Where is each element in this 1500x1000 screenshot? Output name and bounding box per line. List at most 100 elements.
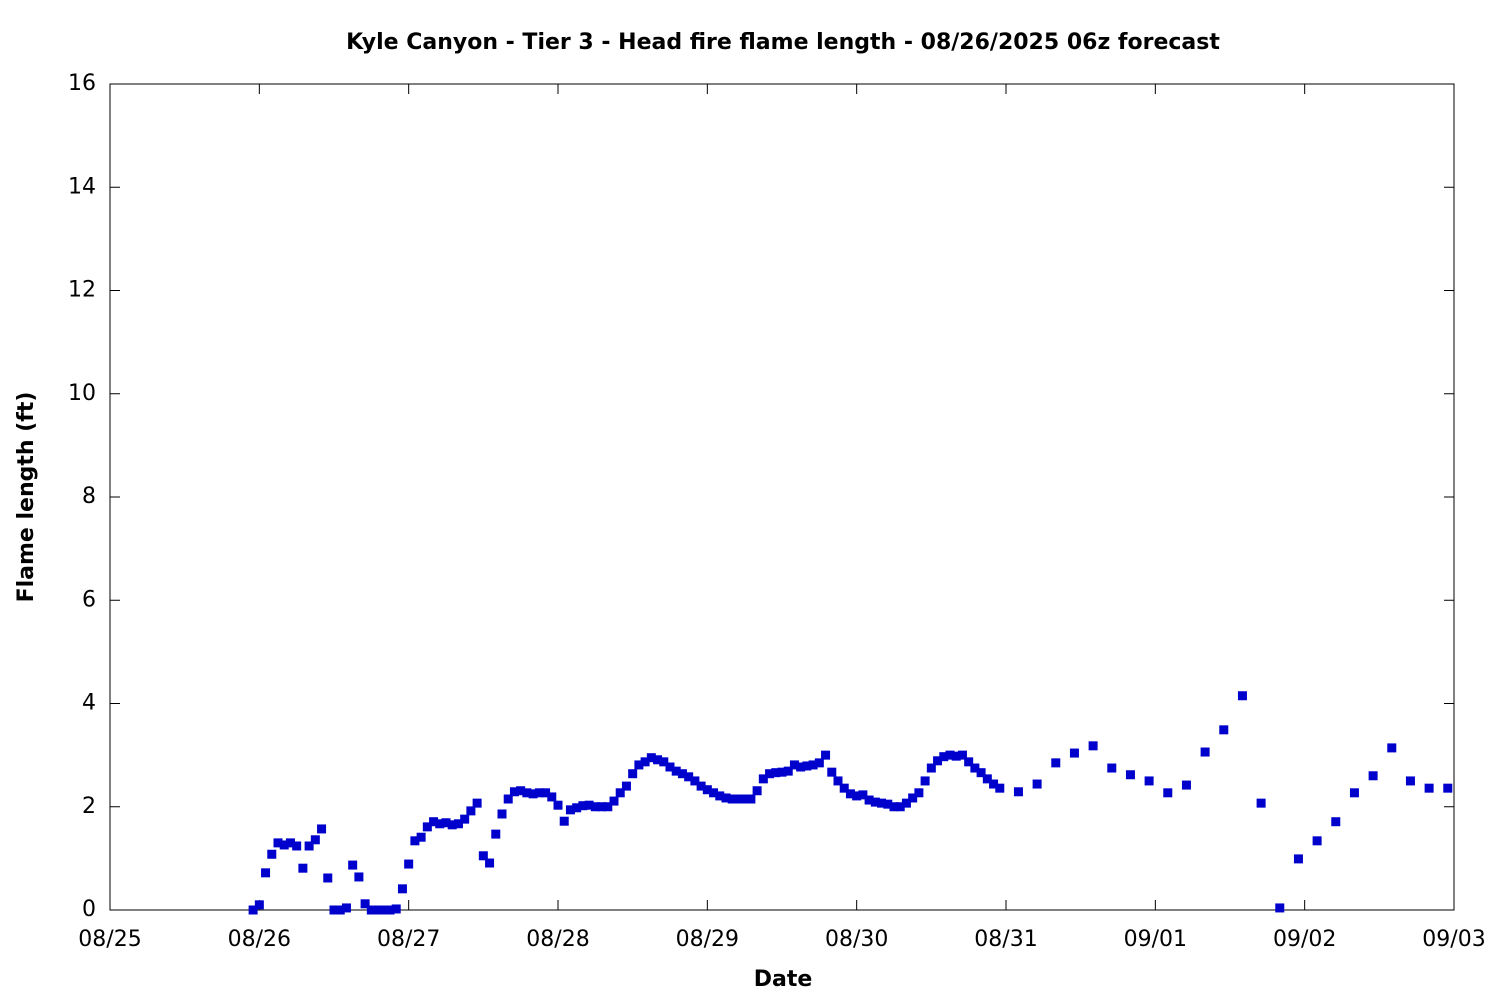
point [410, 836, 420, 846]
point [901, 798, 911, 808]
x-tick-label: 08/28 [526, 927, 589, 952]
point [292, 841, 302, 851]
point [304, 841, 314, 851]
point [621, 781, 631, 791]
point [814, 758, 824, 768]
point [472, 798, 482, 808]
point [945, 750, 955, 760]
chart-title: Kyle Canyon - Tier 3 - Head fire flame l… [346, 30, 1220, 55]
point [310, 835, 320, 845]
point [883, 799, 893, 809]
point [429, 817, 439, 827]
point [821, 750, 831, 760]
x-tick-label: 09/02 [1273, 927, 1336, 952]
point [590, 802, 600, 812]
point [360, 899, 370, 909]
y-tick-label: 0 [82, 897, 96, 922]
x-tick-label: 09/03 [1422, 927, 1485, 952]
point [802, 761, 812, 771]
point [733, 794, 743, 804]
x-axis-label: Date [754, 967, 813, 992]
y-tick-label: 6 [82, 587, 96, 612]
point [989, 779, 999, 789]
point [1368, 771, 1378, 781]
point [1405, 776, 1415, 786]
point [615, 788, 625, 798]
point [584, 800, 594, 810]
point [534, 788, 544, 798]
point [323, 873, 333, 883]
point [765, 769, 775, 779]
point [528, 789, 538, 799]
point [341, 903, 351, 913]
point [839, 783, 849, 793]
point [684, 772, 694, 782]
y-tick-label: 14 [68, 174, 96, 199]
point [497, 809, 507, 819]
x-tick-label: 09/01 [1124, 927, 1187, 952]
y-axis-label: Flame length (ft) [14, 392, 39, 603]
point [317, 824, 327, 834]
point [416, 832, 426, 842]
point [509, 787, 519, 797]
point [1219, 725, 1229, 735]
point [603, 802, 613, 812]
point [441, 818, 451, 828]
point [752, 786, 762, 796]
point [1275, 903, 1285, 913]
point [597, 802, 607, 812]
point [1107, 763, 1117, 773]
point [1181, 780, 1191, 790]
point [696, 781, 706, 791]
point [559, 816, 569, 826]
point [746, 794, 756, 804]
point [727, 794, 737, 804]
point [920, 776, 930, 786]
point [572, 803, 582, 813]
point [845, 789, 855, 799]
point [789, 760, 799, 770]
point [547, 792, 557, 802]
point [385, 905, 395, 915]
point [1069, 748, 1079, 758]
point [366, 905, 376, 915]
point [1051, 758, 1061, 768]
y-tick-label: 10 [68, 381, 96, 406]
point [646, 753, 656, 763]
y-tick-label: 12 [68, 278, 96, 303]
point [478, 851, 488, 861]
point [895, 802, 905, 812]
point [553, 800, 563, 810]
point [609, 796, 619, 806]
point [740, 794, 750, 804]
point [1293, 854, 1303, 864]
point [771, 768, 781, 778]
point [248, 905, 258, 915]
plot-frame [109, 83, 1455, 911]
y-tick-label: 8 [82, 484, 96, 509]
point [677, 769, 687, 779]
point [889, 802, 899, 812]
x-tick-label: 08/27 [377, 927, 440, 952]
point [628, 769, 638, 779]
point [1237, 691, 1247, 701]
y-tick-label: 16 [68, 71, 96, 96]
point [1443, 783, 1453, 793]
point [783, 766, 793, 776]
point [348, 860, 358, 870]
point [758, 774, 768, 784]
point [702, 785, 712, 795]
point [1125, 770, 1135, 780]
point [721, 793, 731, 803]
y-tick-label: 2 [82, 794, 96, 819]
point [852, 791, 862, 801]
point [709, 788, 719, 798]
point [1200, 747, 1210, 757]
point [404, 859, 414, 869]
point [1424, 783, 1434, 793]
point [914, 788, 924, 798]
point [982, 774, 992, 784]
point [796, 762, 806, 772]
point [541, 788, 551, 798]
point [565, 805, 575, 815]
